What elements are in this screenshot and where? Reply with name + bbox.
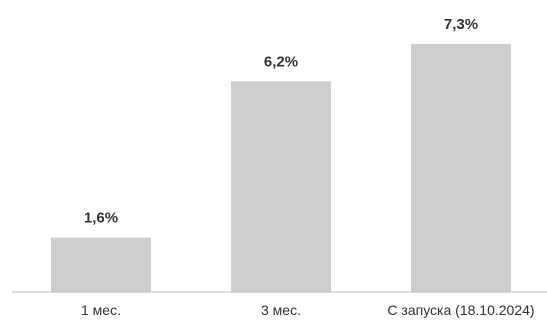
- x-tick-label-2: 3 мес.: [261, 302, 301, 318]
- bars-layer: [51, 44, 511, 292]
- bar-1: [51, 237, 151, 292]
- bar-2: [231, 81, 331, 292]
- x-tick-label-1: 1 мес.: [81, 302, 121, 318]
- x-tick-label-3: С запуска (18.10.2024): [387, 302, 534, 318]
- bar-value-label-1: 1,6%: [84, 210, 118, 227]
- value-labels-layer: 1,6% 6,2% 7,3%: [84, 16, 478, 227]
- bar-value-label-3: 7,3%: [444, 16, 478, 33]
- tick-labels-layer: 1 мес. 3 мес. С запуска (18.10.2024): [81, 302, 535, 318]
- bar-value-label-2: 6,2%: [264, 53, 298, 70]
- bar-3: [411, 44, 511, 292]
